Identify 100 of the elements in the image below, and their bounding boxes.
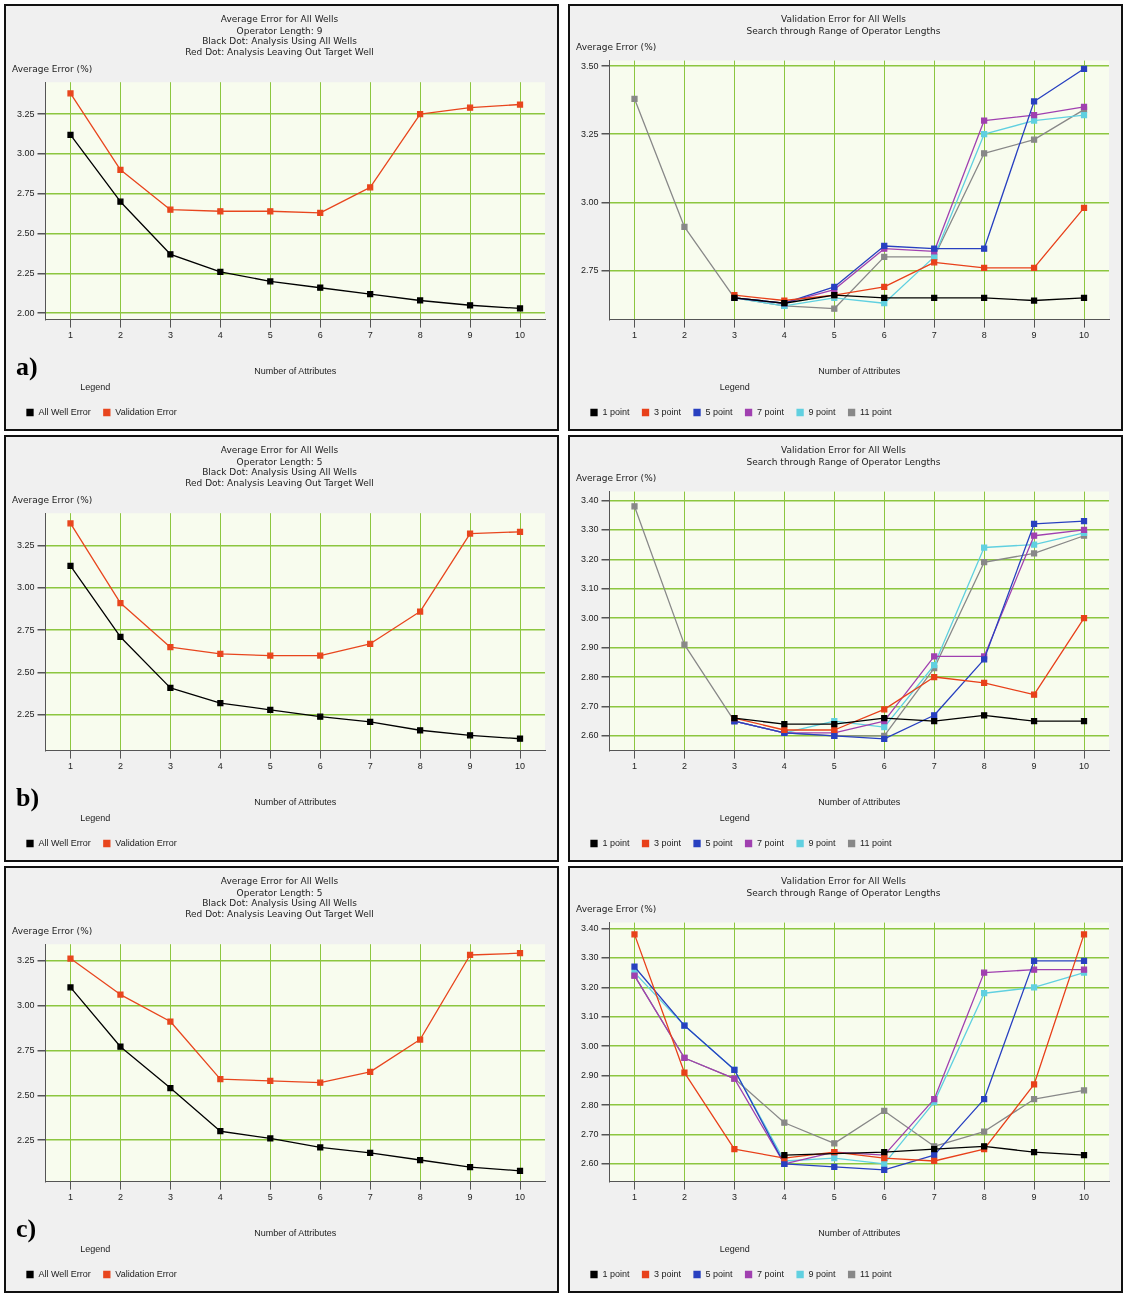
x-tick-label: 5 [831,761,837,772]
x-tick-label: 8 [417,761,423,772]
x-tick-label: 8 [417,1192,423,1203]
x-axis-title: Number of Attributes [818,1228,901,1239]
legend-label: All Well Error [38,1268,91,1279]
x-tick-label: 9 [467,330,473,341]
x-tick-label: 4 [781,1192,787,1203]
y-tick-label: 3.00 [16,999,35,1010]
chart-subtitle: Operator Length: 5 Black Dot: Analysis Using All Wells Red Dot: Analysis Leaving Out Target Well [185,887,374,920]
x-tick-label: 5 [267,330,273,341]
y-tick-label: 3.10 [580,583,599,594]
legend-label: 5 point [705,1268,734,1279]
x-tick-label: 5 [831,330,837,341]
x-tick-label: 1 [631,330,637,341]
chart-subtitle: Search through Range of Operator Lengths [746,887,941,898]
x-tick-label: 10 [1079,330,1090,341]
chart-subtitle: Search through Range of Operator Lengths [746,456,941,467]
x-tick-label: 4 [781,330,787,341]
y-tick-label: 3.00 [16,582,35,593]
x-tick-label: 2 [681,1192,687,1203]
x-tick-label: 10 [515,1192,526,1203]
chart-subtitle: Operator Length: 5 Black Dot: Analysis Using All Wells Red Dot: Analysis Leaving Out Target Well [185,456,374,489]
y-tick-label: 3.25 [580,128,599,139]
legend-title: Legend [719,813,750,824]
y-tick-label: 3.00 [580,1040,599,1051]
y-axis-title: Average Error (%) [576,42,657,53]
y-tick-label: 2.80 [580,671,599,682]
y-tick-label: 2.00 [16,307,35,318]
x-tick-label: 6 [881,761,887,772]
x-tick-label: 7 [931,761,937,772]
x-tick-label: 7 [367,1192,373,1203]
y-tick-label: 3.25 [16,539,35,550]
y-tick-label: 2.75 [580,265,599,276]
y-tick-label: 3.25 [16,954,35,965]
y-axis-title: Average Error (%) [12,64,93,75]
x-tick-label: 6 [317,1192,323,1203]
x-tick-label: 10 [515,761,526,772]
x-tick-label: 7 [367,330,373,341]
y-tick-label: 3.00 [16,148,35,159]
legend-label: 7 point [757,406,785,417]
y-tick-label: 2.80 [580,1099,599,1110]
x-tick-label: 5 [267,761,273,772]
y-tick-label: 2.90 [580,1070,599,1081]
y-tick-label: 2.90 [580,642,599,653]
y-axis-title: Average Error (%) [12,495,93,506]
x-tick-label: 1 [631,1192,637,1203]
y-tick-label: 3.40 [580,922,599,933]
text: b) [16,783,40,813]
legend-label: 7 point [757,837,785,848]
x-tick-label: 2 [117,1192,123,1203]
legend-label: 5 point [705,837,734,848]
y-axis-title: Average Error (%) [576,473,657,484]
chart-title: Validation Error for All Wells [781,875,907,886]
y-tick-label: 2.25 [16,1134,35,1145]
x-tick-label: 9 [1031,761,1037,772]
x-tick-label: 3 [167,330,173,341]
x-tick-label: 9 [1031,1192,1037,1203]
x-axis-title: Number of Attributes [254,1228,337,1239]
x-tick-label: 9 [467,761,473,772]
x-tick-label: 5 [831,1192,837,1203]
y-tick-label: 3.40 [580,494,599,505]
x-tick-label: 7 [931,330,937,341]
y-tick-label: 3.20 [580,553,599,564]
x-tick-label: 1 [631,761,637,772]
y-tick-label: 2.70 [580,700,599,711]
x-tick-label: 6 [881,1192,887,1203]
x-tick-label: 4 [217,330,223,341]
chart-subtitle: Operator Length: 9 Black Dot: Analysis Using All Wells Red Dot: Analysis Leaving Out Target Well [185,25,374,58]
x-tick-label: 1 [67,761,73,772]
x-axis-title: Number of Attributes [254,797,337,808]
x-tick-label: 10 [515,330,526,341]
x-axis-title: Number of Attributes [254,366,337,377]
y-tick-label: 3.30 [580,524,599,535]
x-tick-label: 1 [67,1192,73,1203]
y-tick-label: 2.50 [16,228,35,239]
legend-label: 9 point [808,837,837,848]
legend-title: Legend [719,382,750,393]
y-tick-label: 2.50 [16,1089,35,1100]
x-tick-label: 3 [167,1192,173,1203]
x-tick-label: 6 [881,330,887,341]
legend-label: 11 point [860,1268,892,1279]
y-tick-label: 2.75 [16,1044,35,1055]
legend-title: Legend [80,813,111,824]
x-axis-title: Number of Attributes [818,366,901,377]
x-tick-label: 4 [217,1192,223,1203]
legend-title: Legend [80,1244,111,1255]
x-tick-label: 6 [317,330,323,341]
y-tick-label: 2.60 [580,730,599,741]
x-tick-label: 3 [731,761,737,772]
legend-label: All Well Error [38,406,91,417]
x-tick-label: 2 [681,330,687,341]
y-tick-label: 3.20 [580,981,599,992]
x-tick-label: 9 [467,1192,473,1203]
x-tick-label: 10 [1079,1192,1090,1203]
y-tick-label: 2.25 [16,267,35,278]
legend-label: 1 point [602,837,631,848]
x-axis-title: Number of Attributes [818,797,901,808]
x-tick-label: 8 [981,330,987,341]
legend-label: 5 point [705,406,734,417]
x-tick-label: 9 [1031,330,1037,341]
